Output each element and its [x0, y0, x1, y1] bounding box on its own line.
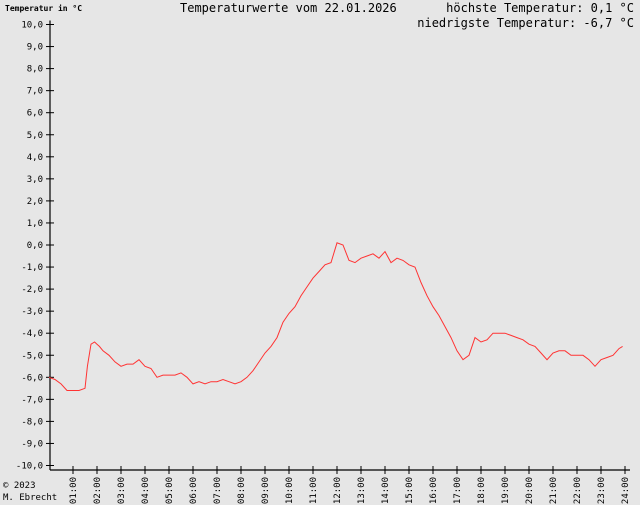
x-tick-label: 10:00 [285, 477, 295, 504]
y-tick-label: 1,0 [27, 219, 43, 229]
x-tick-label: 22:00 [573, 477, 583, 504]
y-tick-label: -3,0 [21, 307, 43, 317]
y-tick-label: -7,0 [21, 395, 43, 405]
copyright-text: © 2023 [3, 481, 36, 491]
x-tick-label: 21:00 [549, 477, 559, 504]
y-tick-label: -5,0 [21, 351, 43, 361]
y-tick-label: 4,0 [27, 153, 43, 163]
x-tick-label: 18:00 [477, 477, 487, 504]
y-axis-title: Temperatur in °C [5, 4, 83, 13]
x-tick-label: 11:00 [309, 477, 319, 504]
y-tick-label: -1,0 [21, 263, 43, 273]
y-axis-ticks: 10,0 9,0 8,0 7,0 6,0 5,0 4,0 3,0 2,0 1,0 0,0 -1,0 -2… [16, 21, 54, 472]
y-tick-label: 6,0 [27, 109, 43, 119]
x-tick-label: 02:00 [93, 477, 103, 504]
x-axis-ticks: 01:00 02:00 03:00 04:00 05:00 06:00 07:00 08:00… [69, 466, 631, 504]
x-tick-label: 15:00 [405, 477, 415, 504]
y-tick-label: 9,0 [27, 43, 43, 53]
y-tick-label: 7,0 [27, 87, 43, 97]
x-tick-label: 01:00 [69, 477, 79, 504]
x-tick-label: 24:00 [621, 477, 631, 504]
y-tick-label: 2,0 [27, 197, 43, 207]
y-tick-label: -2,0 [21, 285, 43, 295]
y-tick-label: 0,0 [27, 241, 43, 251]
x-tick-label: 04:00 [141, 477, 151, 504]
max-temperature-text: höchste Temperatur: 0,1 °C [446, 1, 634, 15]
y-tick-label: 5,0 [27, 131, 43, 141]
author-text: M. Ebrecht [3, 493, 58, 503]
x-tick-label: 23:00 [597, 477, 607, 504]
y-tick-label: -4,0 [21, 329, 43, 339]
y-tick-label: 3,0 [27, 175, 43, 185]
x-tick-label: 12:00 [333, 477, 343, 504]
y-tick-label: 8,0 [27, 65, 43, 75]
y-tick-label: -8,0 [21, 417, 43, 427]
x-tick-label: 07:00 [213, 477, 223, 504]
x-tick-label: 09:00 [261, 477, 271, 504]
min-temperature-text: niedrigste Temperatur: -6,7 °C [417, 16, 634, 30]
x-tick-label: 19:00 [501, 477, 511, 504]
y-tick-label: -9,0 [21, 439, 43, 449]
x-tick-label: 06:00 [189, 477, 199, 504]
x-tick-label: 14:00 [381, 477, 391, 504]
x-tick-label: 17:00 [453, 477, 463, 504]
x-tick-label: 16:00 [429, 477, 439, 504]
x-tick-label: 03:00 [117, 477, 127, 504]
y-tick-label: -10,0 [16, 462, 43, 472]
chart-axes [49, 20, 630, 471]
chart-title: Temperaturwerte vom 22.01.2026 [180, 1, 397, 15]
x-tick-label: 05:00 [165, 477, 175, 504]
x-tick-label: 13:00 [357, 477, 367, 504]
x-tick-label: 20:00 [525, 477, 535, 504]
y-tick-label: -6,0 [21, 373, 43, 383]
temperature-line [48, 242, 623, 391]
y-tick-label: 10,0 [21, 21, 43, 31]
x-tick-label: 08:00 [237, 477, 247, 504]
